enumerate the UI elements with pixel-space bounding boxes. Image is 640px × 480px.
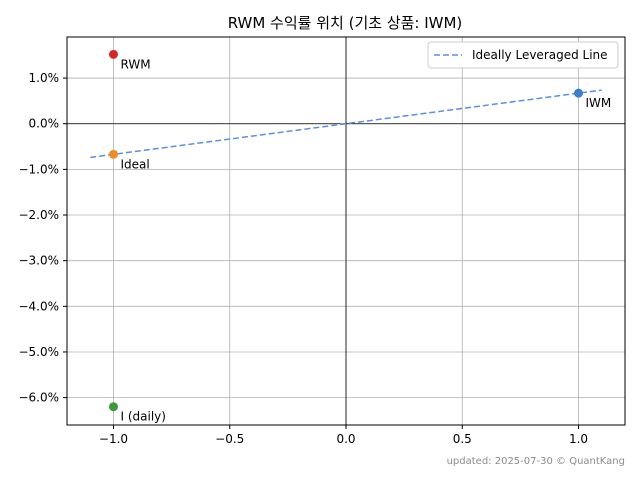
legend: Ideally Leveraged Line <box>427 41 619 69</box>
y-tick-label: −2.0% <box>18 208 59 222</box>
y-tick-label: 1.0% <box>29 71 60 85</box>
y-tick-label: −3.0% <box>18 254 59 268</box>
legend-label: Ideally Leveraged Line <box>472 48 608 62</box>
point-i-daily- <box>109 402 118 412</box>
point-label: Ideal <box>121 157 150 171</box>
ideal-leverage-line <box>90 89 602 159</box>
legend-box <box>427 41 619 69</box>
footer-credit: updated: 2025-07-30 © QuantKang <box>447 456 625 467</box>
x-tick-label: −1.0 <box>99 432 128 446</box>
axes: −1.0 −0.5 0.0 0.5 1.0 1.0% 0.0% −1.0% −2.0% −3.0%… <box>18 36 626 446</box>
chart-title: RWM 수익률 위치 (기초 상품: IWM) <box>228 14 463 32</box>
y-tick-label: −6.0% <box>18 391 59 405</box>
point-label: RWM <box>121 57 151 71</box>
y-tick-label: 0.0% <box>29 117 60 131</box>
point-rwm <box>109 49 118 59</box>
point-label: IWM <box>586 96 612 110</box>
point-iwm <box>574 88 583 98</box>
y-tick-label: −1.0% <box>18 162 59 176</box>
x-tick-label: 0.5 <box>453 432 472 446</box>
point-ideal <box>109 149 118 159</box>
x-tick-label: 0.0 <box>336 432 355 446</box>
y-tick-label: −5.0% <box>18 345 59 359</box>
x-tick-label: 1.0 <box>569 432 588 446</box>
x-tick-label: −0.5 <box>215 432 244 446</box>
point-label: I (daily) <box>121 410 166 424</box>
data-layer: RWM IWM Ideal I (daily) <box>90 49 612 424</box>
y-tick-label: −4.0% <box>18 299 59 313</box>
